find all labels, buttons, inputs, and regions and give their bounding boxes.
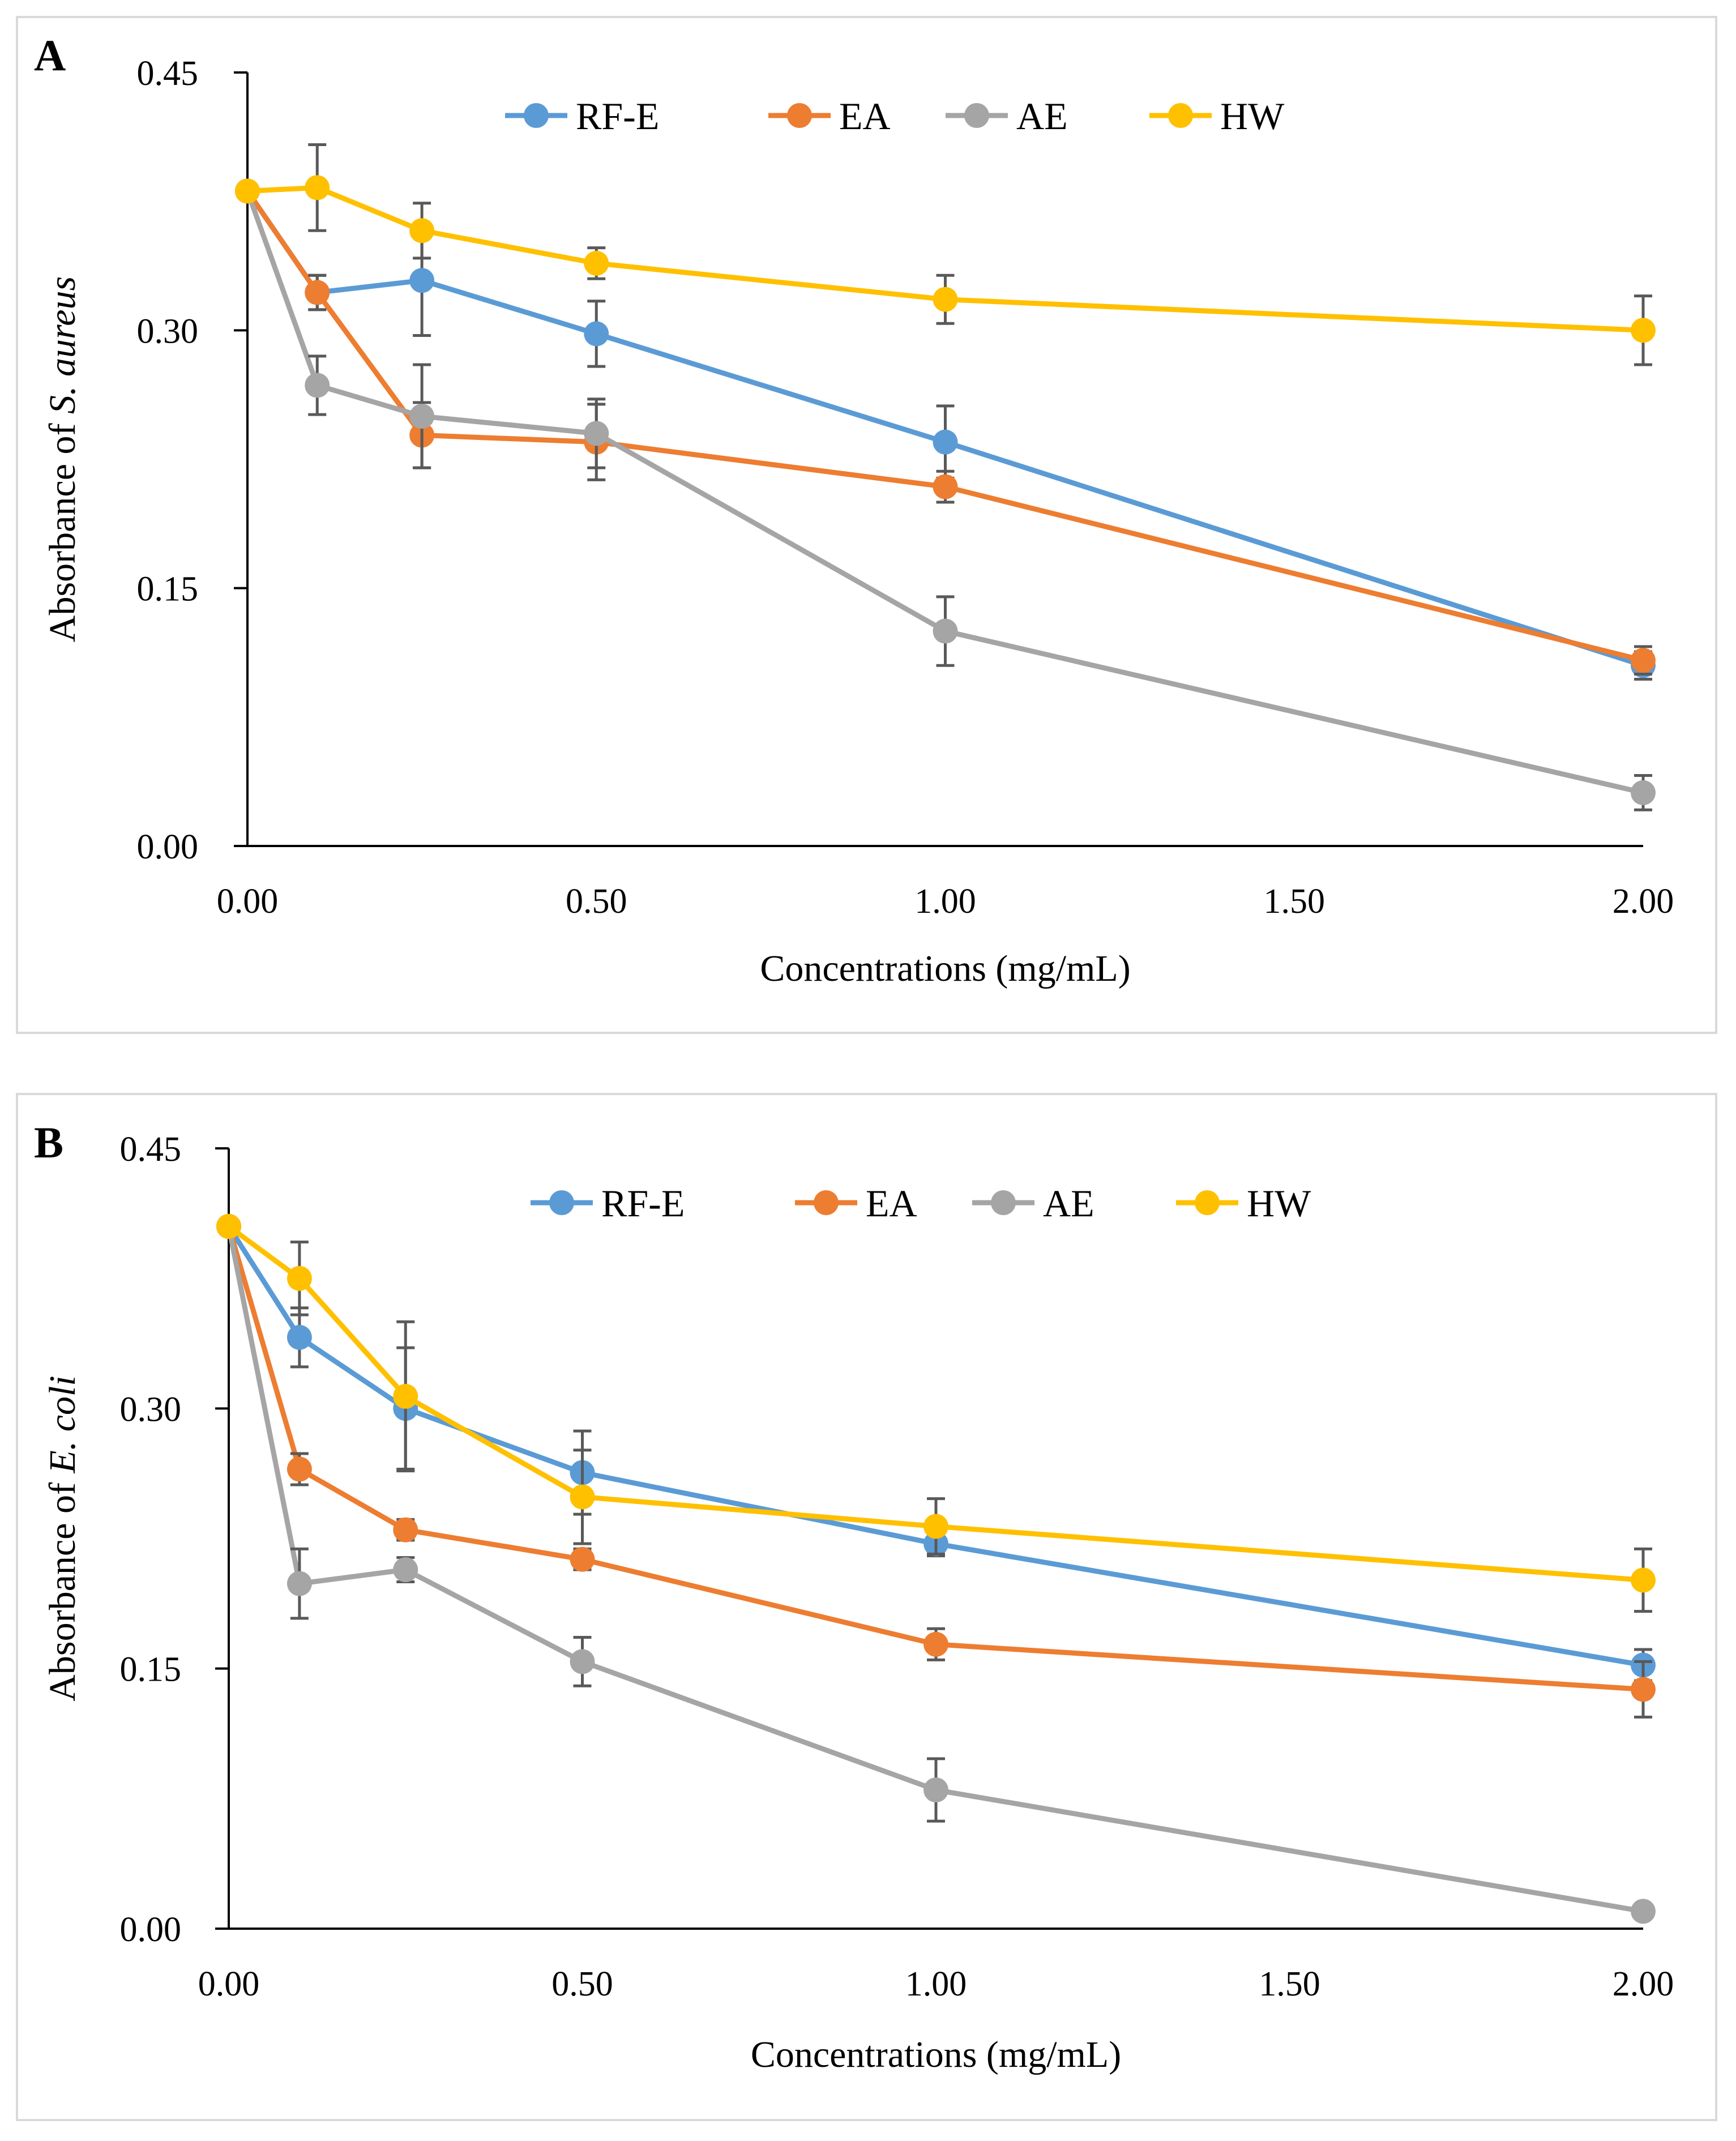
data-point	[287, 1456, 312, 1482]
data-point	[1631, 780, 1656, 805]
x-tick-label: 1.00	[905, 1965, 967, 2003]
x-tick-label: 1.50	[1264, 882, 1325, 921]
data-point	[570, 1649, 595, 1674]
legend-marker	[549, 1190, 574, 1215]
chart-panel-b: B 0.00 0.15 0.30 0.45 0.00 0.50 1.00 1.50 2.00 Con…	[16, 1093, 1717, 2121]
data-point	[216, 1213, 241, 1239]
data-point	[933, 429, 958, 455]
legend-label: AE	[1043, 1182, 1094, 1225]
legend-marker	[964, 103, 989, 128]
y-axis-title-prefix: Absorbance of	[42, 1473, 83, 1702]
chart-a-svg: A 0.00 0.15 0.30 0.45 0.00 0.50 1.00 1.50 2.00 Con…	[34, 31, 1674, 989]
data-point	[393, 1517, 418, 1542]
data-point	[584, 250, 609, 276]
x-tick-label: 0.00	[198, 1965, 260, 2003]
chart-b-svg: B 0.00 0.15 0.30 0.45 0.00 0.50 1.00 1.50 2.00 Con…	[34, 1118, 1674, 2075]
legend-marker	[991, 1190, 1016, 1215]
data-point	[570, 1546, 595, 1572]
x-tick-label: 1.50	[1259, 1965, 1320, 2003]
data-point	[305, 373, 330, 398]
series-line	[245, 190, 1644, 796]
data-point	[933, 287, 958, 312]
series-line	[226, 1225, 1644, 1692]
series-line	[226, 1225, 1644, 1914]
legend-label: AE	[1016, 95, 1068, 138]
chart-panel-a: A 0.00 0.15 0.30 0.45 0.00 0.50 1.00 1.50 2.00 Con…	[16, 16, 1717, 1034]
data-point	[393, 1557, 418, 1583]
legend-marker	[1168, 103, 1193, 128]
data-point	[305, 280, 330, 305]
legend-label: HW	[1220, 95, 1285, 138]
x-axis-title: Concentrations (mg/mL)	[751, 2034, 1121, 2075]
series-ae	[216, 1213, 1656, 1924]
legend-label: RF-E	[576, 95, 659, 138]
y-tick-label: 0.30	[120, 1390, 182, 1429]
series-ea	[216, 1213, 1656, 1719]
data-point	[584, 421, 609, 446]
series-rf-e	[216, 1213, 1656, 1682]
data-point	[933, 474, 958, 499]
legend-marker	[1195, 1190, 1220, 1215]
y-axis-title-species: E. coli	[42, 1375, 83, 1473]
data-point	[235, 178, 260, 204]
x-tick-label: 0.50	[551, 1965, 613, 2003]
x-axis-title: Concentrations (mg/mL)	[760, 948, 1130, 989]
legend-marker	[814, 1190, 839, 1215]
data-point	[1631, 1567, 1656, 1593]
series-hw	[235, 143, 1656, 366]
data-point	[1631, 1677, 1656, 1702]
series-line	[245, 189, 1644, 663]
y-axis-title: Absorbance of S. aureus	[42, 276, 83, 642]
x-tick-label: 2.00	[1613, 1965, 1674, 2003]
data-point	[305, 175, 330, 200]
y-tick-label: 0.00	[137, 828, 199, 866]
legend-label: HW	[1247, 1182, 1311, 1225]
y-tick-label: 0.45	[137, 54, 199, 93]
data-point	[409, 218, 435, 243]
y-axis-title-prefix: Absorbance of	[42, 414, 83, 642]
x-tick-label: 2.00	[1613, 882, 1674, 921]
data-point	[393, 1383, 418, 1409]
y-tick-label: 0.30	[137, 312, 199, 351]
series-line	[226, 1225, 1644, 1668]
y-tick-label: 0.00	[120, 1911, 182, 1949]
y-tick-label: 0.15	[137, 570, 199, 609]
x-tick-label: 0.50	[566, 882, 627, 921]
data-point	[1631, 648, 1656, 673]
series-line	[227, 1224, 1644, 1583]
data-point	[287, 1266, 312, 1291]
data-point	[1631, 1899, 1656, 1924]
legend-label: EA	[839, 95, 891, 138]
y-tick-label: 0.45	[120, 1130, 182, 1169]
x-tick-label: 0.00	[217, 882, 279, 921]
legend-label: EA	[866, 1182, 917, 1225]
data-point	[933, 618, 958, 644]
x-tick-label: 1.00	[914, 882, 976, 921]
data-point	[1631, 318, 1656, 343]
data-point	[570, 1484, 595, 1510]
data-point	[923, 1514, 948, 1539]
legend-label: RF-E	[601, 1182, 685, 1225]
panel-label: B	[34, 1118, 63, 1167]
data-point	[287, 1571, 312, 1596]
series-hw	[216, 1213, 1656, 1613]
legend-marker	[787, 103, 812, 128]
data-point	[923, 1631, 948, 1657]
data-point	[287, 1324, 312, 1350]
data-point	[923, 1777, 948, 1803]
y-tick-label: 0.15	[120, 1651, 182, 1689]
y-axis-title: Absorbance of E. coli	[42, 1375, 83, 1701]
data-point	[584, 321, 609, 347]
data-point	[409, 268, 435, 293]
data-point	[409, 404, 435, 429]
y-axis-title-species: S. aureus	[42, 276, 83, 414]
legend-marker	[524, 103, 549, 128]
panel-label: A	[34, 31, 66, 80]
